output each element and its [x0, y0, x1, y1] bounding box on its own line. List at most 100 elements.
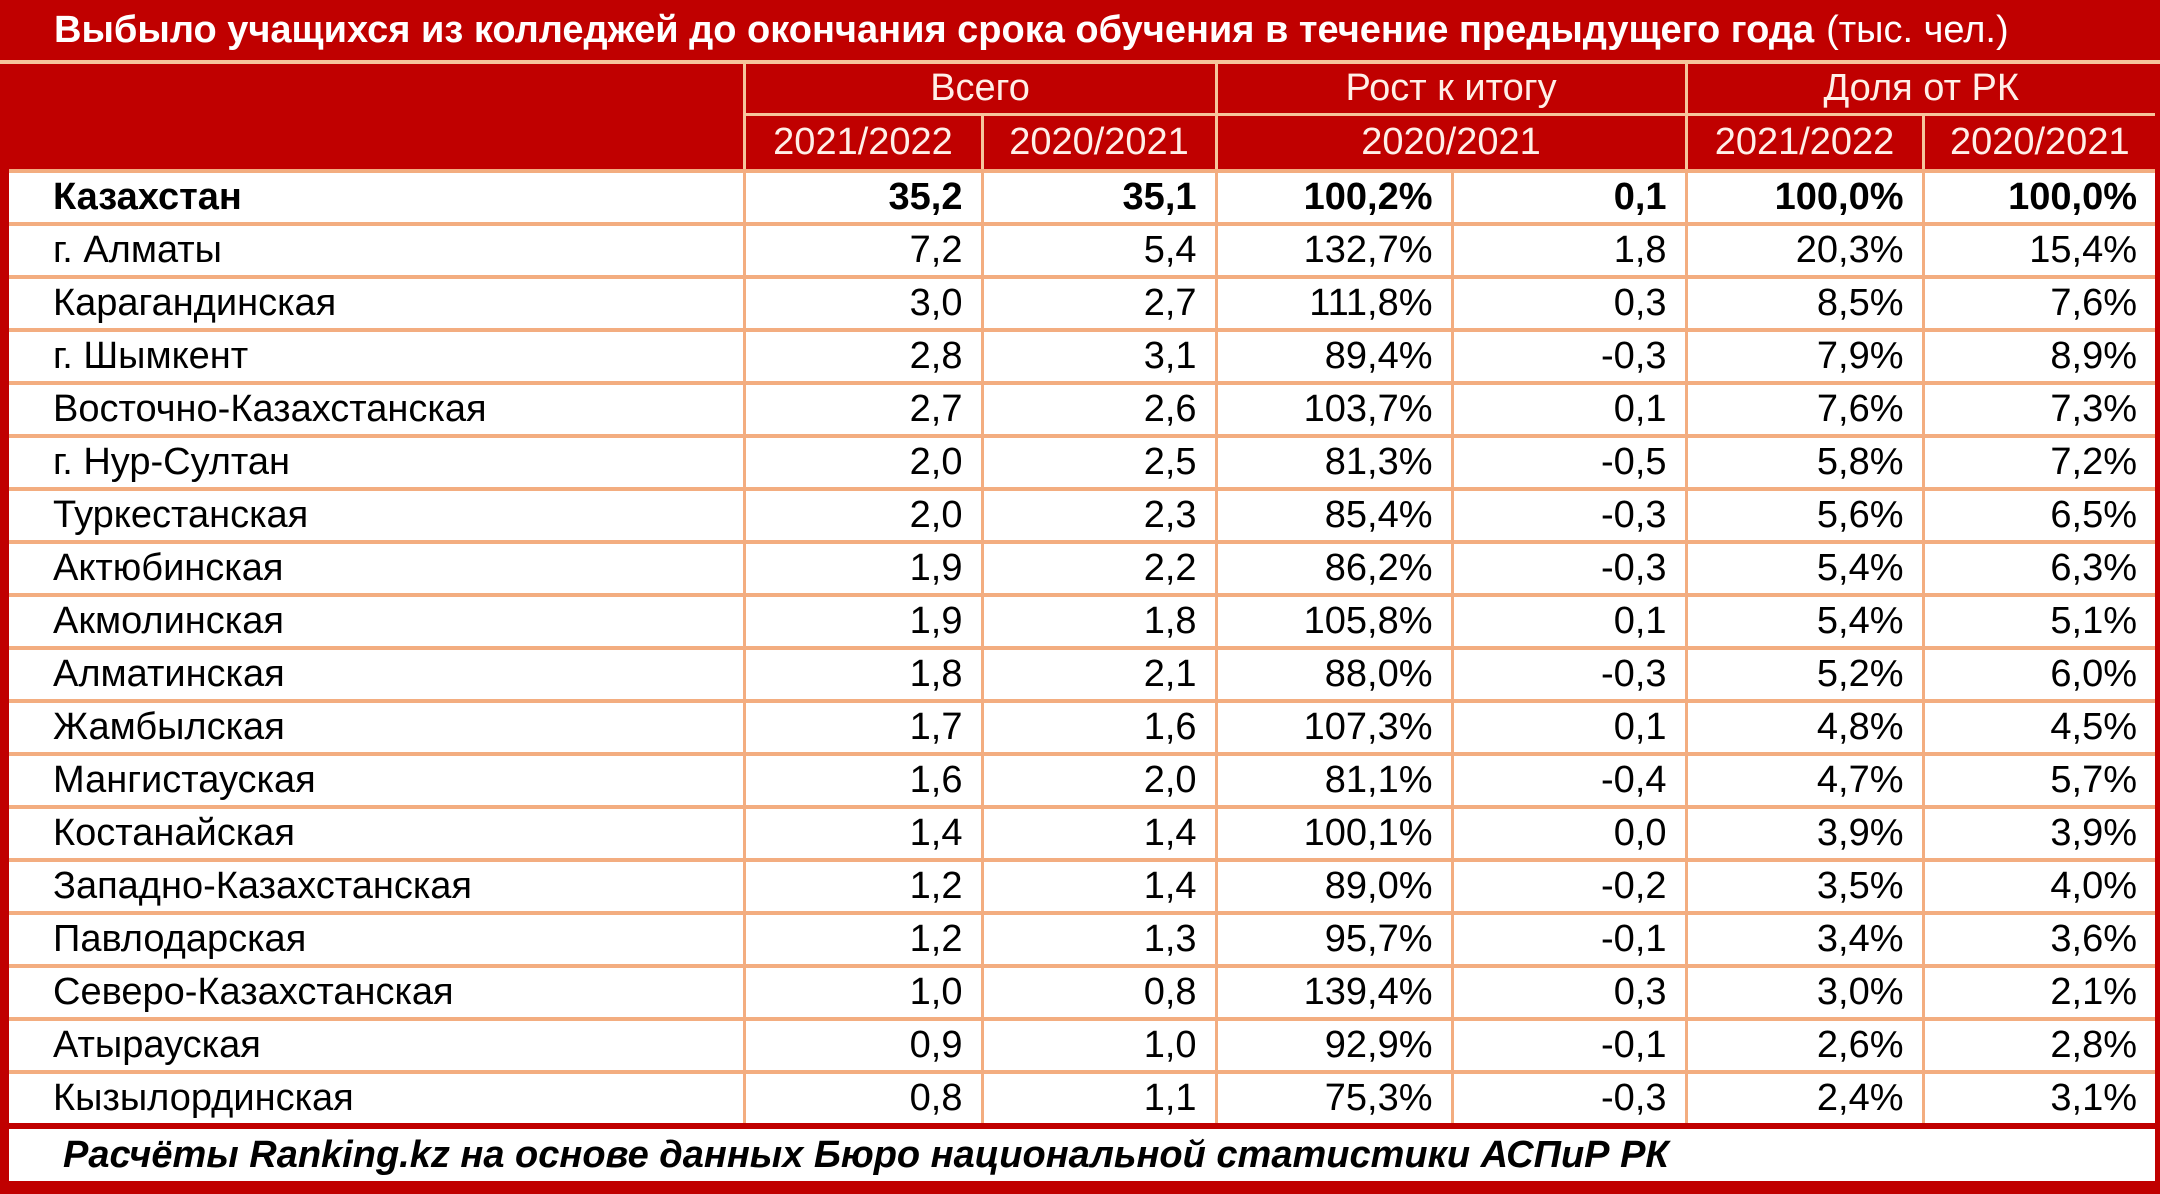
value-cell: 3,1%: [1921, 1070, 2157, 1128]
value-cell: 100,1%: [1214, 805, 1454, 862]
value-cell: 1,0: [742, 964, 984, 1021]
region-cell: Казахстан: [7, 169, 746, 226]
value-cell: 0,1: [1450, 699, 1688, 756]
value-cell: 1,3: [980, 911, 1218, 968]
region-cell: Жамбылская: [7, 699, 746, 756]
source-note: Расчёты Ranking.kz на основе данных Бюро…: [9, 1123, 2156, 1184]
value-cell: 7,9%: [1684, 328, 1925, 385]
table-body: Казахстан 35,2 35,1 100,2% 0,1 100,0% 100,0% г.…: [7, 169, 2157, 1128]
value-cell: 2,1%: [1921, 964, 2157, 1021]
value-cell: 139,4%: [1214, 964, 1454, 1021]
value-cell: 3,6%: [1921, 911, 2157, 968]
table-row: Туркестанская 2,0 2,3 85,4% -0,3 5,6% 6,5%: [7, 487, 2157, 544]
value-cell: 1,7: [742, 699, 984, 756]
value-cell: 85,4%: [1214, 487, 1454, 544]
table-row: Актюбинская 1,9 2,2 86,2% -0,3 5,4% 6,3%: [7, 540, 2157, 597]
value-cell: 0,1: [1450, 169, 1688, 226]
region-cell: Акмолинская: [7, 593, 746, 650]
value-cell: 4,7%: [1684, 752, 1925, 809]
value-cell: -0,3: [1450, 646, 1688, 703]
value-cell: 81,3%: [1214, 434, 1454, 491]
value-cell: 2,6%: [1684, 1017, 1925, 1074]
value-cell: 0,3: [1450, 275, 1688, 332]
value-cell: 15,4%: [1921, 222, 2157, 279]
table-row: г. Шымкент 2,8 3,1 89,4% -0,3 7,9% 8,9%: [7, 328, 2157, 385]
region-cell: Восточно-Казахстанская: [7, 381, 746, 438]
table-row: Алматинская 1,8 2,1 88,0% -0,3 5,2% 6,0%: [7, 646, 2157, 703]
value-cell: 81,1%: [1214, 752, 1454, 809]
value-cell: 95,7%: [1214, 911, 1454, 968]
header-year-row: 2021/2022 2020/2021 2020/2021 2021/2022 …: [9, 113, 2157, 173]
value-cell: 107,3%: [1214, 699, 1454, 756]
table-row: г. Алматы 7,2 5,4 132,7% 1,8 20,3% 15,4%: [7, 222, 2157, 279]
table-footer: Расчёты Ranking.kz на основе данных Бюро…: [9, 1123, 2156, 1184]
value-cell: 89,0%: [1214, 858, 1454, 915]
value-cell: 0,9: [742, 1017, 984, 1074]
value-cell: -0,1: [1450, 1017, 1688, 1074]
header-growth-2020-2021: 2020/2021: [1214, 113, 1688, 173]
table-row: Акмолинская 1,9 1,8 105,8% 0,1 5,4% 5,1%: [7, 593, 2157, 650]
value-cell: 100,0%: [1921, 169, 2157, 226]
value-cell: 0,3: [1450, 964, 1688, 1021]
region-cell: Актюбинская: [7, 540, 746, 597]
value-cell: 20,3%: [1684, 222, 1925, 279]
table-row: Мангистауская 1,6 2,0 81,1% -0,4 4,7% 5,7%: [7, 752, 2157, 809]
region-column-header: [7, 62, 746, 171]
region-cell: Туркестанская: [7, 487, 746, 544]
value-cell: 1,4: [980, 858, 1218, 915]
value-cell: 0,1: [1450, 381, 1688, 438]
value-cell: 3,9%: [1921, 805, 2157, 862]
value-cell: 5,4: [980, 222, 1218, 279]
title-bar: Выбыло учащихся из колледжей до окончани…: [0, 0, 2160, 64]
value-cell: 1,8: [1450, 222, 1688, 279]
table-row: Казахстан 35,2 35,1 100,2% 0,1 100,0% 100,0%: [7, 169, 2157, 226]
data-table: Всего Рост к итогу Доля от РК 2021/2022 …: [7, 62, 2157, 1184]
value-cell: 7,2%: [1921, 434, 2157, 491]
value-cell: 92,9%: [1214, 1017, 1454, 1074]
value-cell: 1,2: [742, 911, 984, 968]
value-cell: 5,4%: [1684, 593, 1925, 650]
region-cell: г. Нур-Султан: [7, 434, 746, 491]
table-row: Кызылординская 0,8 1,1 75,3% -0,3 2,4% 3,1%: [7, 1070, 2157, 1128]
table-header: Всего Рост к итогу Доля от РК 2021/2022 …: [7, 62, 2157, 173]
header-total-2020-2021: 2020/2021: [980, 113, 1218, 173]
header-group-row: Всего Рост к итогу Доля от РК: [7, 62, 2157, 171]
value-cell: 8,9%: [1921, 328, 2157, 385]
table-row: Атырауская 0,9 1,0 92,9% -0,1 2,6% 2,8%: [7, 1017, 2157, 1074]
value-cell: 1,8: [742, 646, 984, 703]
value-cell: 35,1: [980, 169, 1218, 226]
value-cell: 1,6: [742, 752, 984, 809]
region-cell: г. Алматы: [7, 222, 746, 279]
value-cell: 35,2: [742, 169, 984, 226]
header-share-2021-2022: 2021/2022: [1684, 113, 1925, 173]
value-cell: 2,8: [742, 328, 984, 385]
value-cell: 105,8%: [1214, 593, 1454, 650]
value-cell: 2,2: [980, 540, 1218, 597]
region-cell: Северо-Казахстанская: [7, 964, 746, 1021]
header-group-total: Всего: [742, 62, 1218, 116]
region-cell: Карагандинская: [7, 275, 746, 332]
value-cell: 6,5%: [1921, 487, 2157, 544]
value-cell: -0,4: [1450, 752, 1688, 809]
value-cell: 6,0%: [1921, 646, 2157, 703]
value-cell: 89,4%: [1214, 328, 1454, 385]
value-cell: -0,2: [1450, 858, 1688, 915]
table-row: г. Нур-Султан 2,0 2,5 81,3% -0,5 5,8% 7,2%: [7, 434, 2157, 491]
value-cell: 7,3%: [1921, 381, 2157, 438]
value-cell: 1,9: [742, 540, 984, 597]
region-cell: Кызылординская: [7, 1070, 746, 1128]
value-cell: 8,5%: [1684, 275, 1925, 332]
value-cell: 132,7%: [1214, 222, 1454, 279]
header-group-share: Доля от РК: [1684, 62, 2157, 116]
value-cell: 2,0: [980, 752, 1218, 809]
value-cell: 5,4%: [1684, 540, 1925, 597]
value-cell: 2,0: [742, 487, 984, 544]
table-row: Западно-Казахстанская 1,2 1,4 89,0% -0,2 3,5%…: [7, 858, 2157, 915]
value-cell: 0,1: [1450, 593, 1688, 650]
value-cell: 100,2%: [1214, 169, 1454, 226]
value-cell: 1,9: [742, 593, 984, 650]
value-cell: 7,6%: [1921, 275, 2157, 332]
value-cell: 2,1: [980, 646, 1218, 703]
title-unit: (тыс. чел.): [1826, 8, 2009, 51]
value-cell: 2,8%: [1921, 1017, 2157, 1074]
